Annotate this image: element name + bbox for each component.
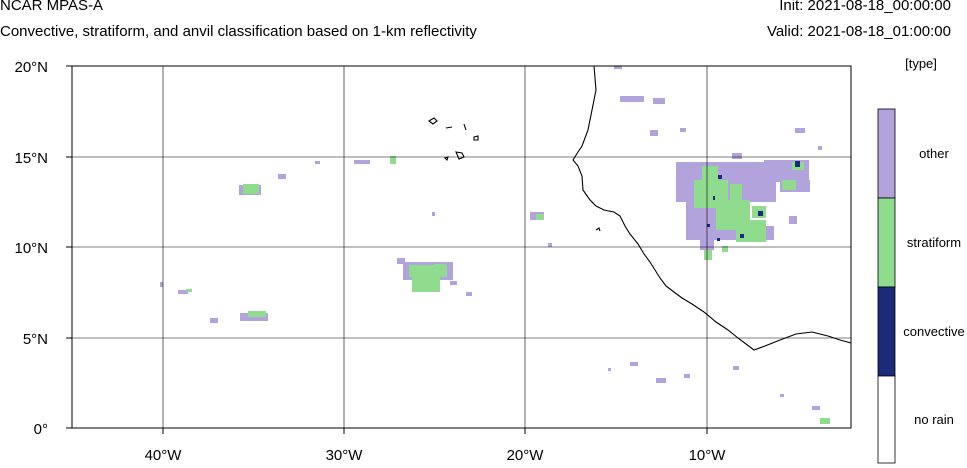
lat-label-5n: 5°N: [23, 331, 48, 348]
cape-verde-island-a: [443, 156, 449, 162]
canary-island-a: [428, 117, 438, 125]
init-time: Init: 2021-08-18_00:00:00: [779, 0, 951, 14]
colorbar-label-stratiform: stratiform: [907, 235, 961, 250]
coastlines: [428, 65, 852, 351]
lat-label-20n: 20°N: [14, 59, 48, 76]
lat-tick-labels: 20°N 15°N 10°N 5°N 0°: [14, 59, 48, 438]
lat-label-0: 0°: [34, 421, 48, 438]
lon-label-30w: 30°W: [326, 447, 364, 464]
canary-island-c: [463, 123, 467, 131]
precip-patches: [160, 66, 830, 424]
lat-label-15n: 15°N: [14, 150, 48, 167]
axis-ticks: [66, 65, 708, 434]
lon-label-40w: 40°W: [145, 447, 183, 464]
colorbar-swatch-convective: [877, 286, 896, 377]
lon-label-20w: 20°W: [507, 447, 545, 464]
colorbar-label-other: other: [919, 146, 949, 161]
map-title: NCAR MPAS-A: [0, 0, 104, 14]
coast-island-c: [595, 227, 601, 232]
canary-island-d: [473, 135, 479, 141]
colorbar-unit: [type]: [905, 56, 937, 71]
lat-label-10n: 10°N: [14, 240, 48, 257]
colorbar-label-no-rain: no rain: [914, 412, 954, 427]
colorbar-swatch-other: [877, 108, 896, 199]
west-africa-coastline: [572, 65, 852, 351]
canary-island-b: [445, 126, 453, 129]
colorbar-label-convective: convective: [903, 324, 964, 339]
lon-label-10w: 10°W: [689, 447, 727, 464]
colorbar: [type] other stratiform convective no ra…: [877, 56, 965, 464]
colorbar-swatch-no-rain: [877, 375, 896, 464]
lon-tick-labels: 40°W 30°W 20°W 10°W: [145, 447, 727, 464]
valid-time: Valid: 2021-08-18_01:00:00: [766, 23, 951, 40]
graticule: [72, 66, 851, 428]
colorbar-swatch-stratiform: [877, 197, 896, 288]
map-subtitle: Convective, stratiform, and anvil classi…: [0, 23, 477, 40]
convective-patches: [707, 161, 800, 241]
